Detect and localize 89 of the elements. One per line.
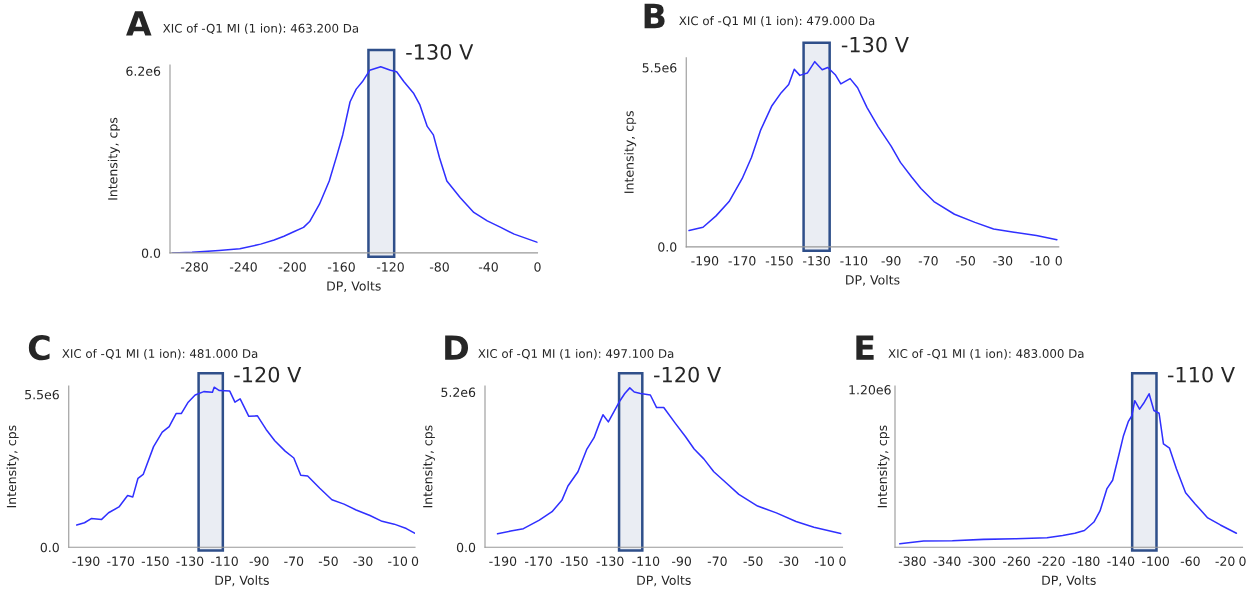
x-tick-label: -170: [525, 556, 552, 566]
x-tick-label: -180: [1072, 556, 1100, 566]
x-tick-label: -170: [107, 556, 135, 566]
x-tick-label: -70: [918, 256, 938, 266]
x-tick-label: -30: [779, 556, 799, 566]
y-axis-title: Intensity, cps: [107, 117, 120, 200]
x-tick-label: -70: [284, 556, 304, 566]
x-tick-label: -30: [353, 556, 373, 566]
chart-title: A: [126, 11, 152, 36]
chart-subtitle: XIC of -Q1 MI (1 ion): 497.100 Da: [478, 348, 674, 360]
x-tick-label: -40: [478, 262, 498, 272]
x-tick-label: -90: [249, 556, 269, 566]
x-tick-label: -30: [993, 256, 1013, 266]
y-axis-title: Intensity, cps: [422, 425, 435, 508]
chart-title: C: [28, 335, 50, 361]
x-axis-title: DP, Volts: [327, 281, 381, 292]
x-tick-label: -80: [429, 262, 449, 272]
x-axis-title: DP, Volts: [1042, 575, 1096, 587]
x-tick-label: -110: [840, 256, 868, 266]
x-tick-label: -190: [72, 556, 100, 566]
y-tick-label: 5.5e6: [642, 63, 677, 73]
chart-title: B: [644, 3, 665, 29]
x-tick-label: -60: [1180, 556, 1200, 566]
x-tick-label: 0: [1055, 256, 1062, 266]
band-label: -120 V: [234, 366, 302, 383]
x-axis-title: DP, Volts: [637, 575, 691, 587]
y-tick-label: 5.2e6: [441, 387, 476, 397]
x-tick-label: -130: [176, 556, 204, 566]
x-tick-label: -50: [318, 556, 338, 566]
x-tick-label: -90: [672, 556, 691, 566]
x-tick-label: -90: [881, 256, 901, 266]
x-tick-label: -50: [956, 256, 975, 266]
x-tick-label: -160: [327, 262, 355, 272]
line-series: [688, 60, 1058, 241]
x-tick-label: -190: [489, 556, 517, 566]
x-tick-label: -130: [596, 556, 624, 566]
x-tick-label: -100: [1142, 556, 1169, 566]
x-tick-label: -110: [210, 556, 238, 566]
x-tick-label: -120: [376, 262, 404, 272]
y-tick-label: 0.0: [141, 248, 161, 258]
x-tick-label: -10: [815, 556, 834, 566]
band-label: -110 V: [1167, 366, 1235, 383]
chart-subtitle: XIC of -Q1 MI (1 ion): 481.000 Da: [62, 348, 258, 360]
x-tick-label: -70: [707, 556, 727, 566]
x-tick-label: -280: [180, 262, 208, 272]
x-axis-title: DP, Volts: [846, 274, 900, 286]
x-tick-label: -300: [968, 556, 996, 566]
x-tick-label: -260: [1003, 556, 1030, 566]
x-tick-label: -10: [1030, 256, 1050, 266]
x-tick-label: -150: [560, 556, 588, 566]
chart-subtitle: XIC of -Q1 MI (1 ion): 479.000 Da: [679, 16, 875, 27]
x-tick-label: -190: [691, 256, 719, 266]
y-tick-label: 0.0: [456, 542, 476, 553]
y-tick-label: 5.5e6: [25, 389, 59, 400]
chart-subtitle: XIC of -Q1 MI (1 ion): 463.200 Da: [163, 23, 359, 35]
x-tick-label: -380: [898, 556, 926, 566]
chart-subtitle: XIC of -Q1 MI (1 ion): 483.000 Da: [888, 348, 1084, 360]
y-axis-title: Intensity, cps: [877, 425, 890, 508]
x-tick-label: -340: [933, 556, 961, 566]
x-tick-label: -150: [141, 556, 169, 566]
x-axis-title: DP, Volts: [215, 575, 269, 587]
x-tick-label: -170: [728, 256, 756, 266]
y-tick-label: 0.0: [40, 542, 59, 553]
x-tick-label: -150: [765, 256, 793, 266]
x-tick-label: -200: [278, 262, 306, 272]
band-label: -120 V: [654, 366, 722, 383]
band-label: -130 V: [406, 44, 474, 60]
y-tick-label: 6.2e6: [126, 66, 161, 76]
x-tick-label: 0: [534, 262, 541, 272]
x-tick-label: 0: [411, 556, 419, 566]
y-axis-title: Intensity, cps: [624, 111, 637, 193]
x-tick-label: -20: [1215, 556, 1235, 566]
y-tick-label: 0.0: [658, 242, 677, 252]
x-tick-label: -110: [632, 556, 660, 566]
band-label: -130 V: [841, 36, 909, 53]
x-tick-label: 0: [1239, 556, 1246, 566]
x-tick-label: -240: [229, 262, 257, 272]
x-tick-label: -10: [388, 556, 408, 566]
line-series: [75, 386, 415, 535]
text: 1.20e6: [849, 385, 891, 395]
x-tick-label: -140: [1107, 556, 1135, 566]
x-tick-label: -220: [1037, 556, 1065, 566]
x-tick-label: -130: [803, 256, 830, 266]
chart-title: E: [856, 335, 874, 360]
line-series: [496, 387, 842, 535]
x-tick-label: -50: [743, 556, 763, 566]
chart-title: D: [445, 335, 469, 360]
y-axis-title: Intensity, cps: [6, 425, 19, 508]
x-tick-label: 0: [839, 556, 846, 566]
